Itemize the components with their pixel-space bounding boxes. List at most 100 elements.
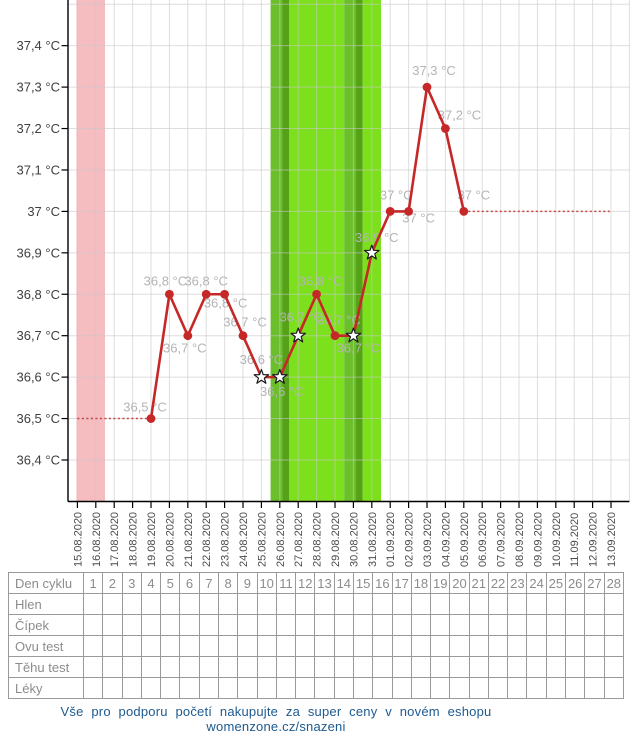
table-cell[interactable]	[121, 635, 142, 657]
table-cell[interactable]	[526, 593, 547, 615]
table-cell[interactable]	[198, 593, 219, 615]
table-cell[interactable]	[102, 614, 123, 636]
table-cell[interactable]	[584, 593, 605, 615]
table-cell[interactable]	[140, 677, 162, 699]
table-cell[interactable]	[198, 614, 219, 636]
table-cell[interactable]	[468, 593, 489, 615]
table-cell[interactable]	[487, 614, 509, 636]
table-cell[interactable]	[82, 677, 104, 699]
table-cell[interactable]	[603, 614, 625, 636]
table-cell[interactable]	[295, 614, 316, 636]
table-cell[interactable]	[275, 593, 297, 615]
table-cell[interactable]	[410, 635, 432, 657]
table-cell[interactable]	[410, 656, 432, 678]
table-cell[interactable]	[391, 656, 412, 678]
table-cell[interactable]	[217, 656, 239, 678]
table-cell[interactable]	[237, 677, 258, 699]
table-cell[interactable]	[179, 593, 200, 615]
table-cell[interactable]	[565, 593, 586, 615]
table-cell[interactable]	[507, 656, 528, 678]
table-cell[interactable]	[140, 593, 162, 615]
table-cell[interactable]	[430, 635, 451, 657]
table-cell[interactable]	[545, 593, 567, 615]
table-cell[interactable]	[314, 614, 335, 636]
table-cell[interactable]	[102, 677, 123, 699]
table-cell[interactable]	[468, 635, 489, 657]
table-cell[interactable]	[140, 614, 162, 636]
table-cell[interactable]	[275, 656, 297, 678]
table-cell[interactable]	[507, 677, 528, 699]
table-cell[interactable]	[121, 614, 142, 636]
table-cell[interactable]	[217, 635, 239, 657]
table-cell[interactable]	[352, 677, 374, 699]
table-cell[interactable]	[102, 656, 123, 678]
table-cell[interactable]	[275, 635, 297, 657]
table-cell[interactable]	[237, 614, 258, 636]
table-cell[interactable]	[314, 677, 335, 699]
table-cell[interactable]	[565, 656, 586, 678]
table-cell[interactable]	[179, 656, 200, 678]
table-cell[interactable]	[160, 593, 181, 615]
table-cell[interactable]	[584, 677, 605, 699]
table-cell[interactable]	[545, 614, 567, 636]
table-cell[interactable]	[102, 593, 123, 615]
table-cell[interactable]	[237, 656, 258, 678]
table-cell[interactable]	[333, 593, 354, 615]
table-cell[interactable]	[545, 677, 567, 699]
promo-link[interactable]: Vše pro podporu početí nakupujte za supe…	[60, 704, 492, 734]
table-cell[interactable]	[295, 656, 316, 678]
table-cell[interactable]	[275, 677, 297, 699]
table-cell[interactable]	[372, 614, 393, 636]
table-cell[interactable]	[391, 593, 412, 615]
table-cell[interactable]	[217, 677, 239, 699]
table-cell[interactable]	[179, 614, 200, 636]
table-cell[interactable]	[314, 635, 335, 657]
table-cell[interactable]	[121, 656, 142, 678]
table-cell[interactable]	[256, 593, 277, 615]
table-cell[interactable]	[565, 614, 586, 636]
table-cell[interactable]	[468, 614, 489, 636]
table-cell[interactable]	[526, 677, 547, 699]
table-cell[interactable]	[372, 656, 393, 678]
table-cell[interactable]	[140, 635, 162, 657]
table-cell[interactable]	[333, 635, 354, 657]
table-cell[interactable]	[82, 635, 104, 657]
table-cell[interactable]	[603, 656, 625, 678]
table-cell[interactable]	[352, 635, 374, 657]
table-cell[interactable]	[410, 614, 432, 636]
table-cell[interactable]	[295, 593, 316, 615]
table-cell[interactable]	[545, 656, 567, 678]
table-cell[interactable]	[487, 593, 509, 615]
table-cell[interactable]	[256, 635, 277, 657]
table-cell[interactable]	[526, 614, 547, 636]
table-cell[interactable]	[256, 656, 277, 678]
table-cell[interactable]	[449, 614, 470, 636]
table-cell[interactable]	[603, 677, 625, 699]
table-cell[interactable]	[565, 635, 586, 657]
table-cell[interactable]	[333, 677, 354, 699]
table-cell[interactable]	[545, 635, 567, 657]
table-cell[interactable]	[198, 635, 219, 657]
table-cell[interactable]	[565, 677, 586, 699]
table-cell[interactable]	[237, 593, 258, 615]
table-cell[interactable]	[487, 635, 509, 657]
table-cell[interactable]	[352, 614, 374, 636]
table-cell[interactable]	[449, 635, 470, 657]
table-cell[interactable]	[82, 593, 104, 615]
table-cell[interactable]	[391, 635, 412, 657]
table-cell[interactable]	[391, 677, 412, 699]
table-cell[interactable]	[217, 614, 239, 636]
table-cell[interactable]	[179, 677, 200, 699]
table-cell[interactable]	[256, 614, 277, 636]
table-cell[interactable]	[410, 593, 432, 615]
table-cell[interactable]	[160, 656, 181, 678]
table-cell[interactable]	[121, 593, 142, 615]
table-cell[interactable]	[430, 614, 451, 636]
table-cell[interactable]	[140, 656, 162, 678]
table-cell[interactable]	[507, 614, 528, 636]
table-cell[interactable]	[198, 677, 219, 699]
table-cell[interactable]	[198, 656, 219, 678]
table-cell[interactable]	[160, 614, 181, 636]
table-cell[interactable]	[295, 635, 316, 657]
table-cell[interactable]	[468, 656, 489, 678]
